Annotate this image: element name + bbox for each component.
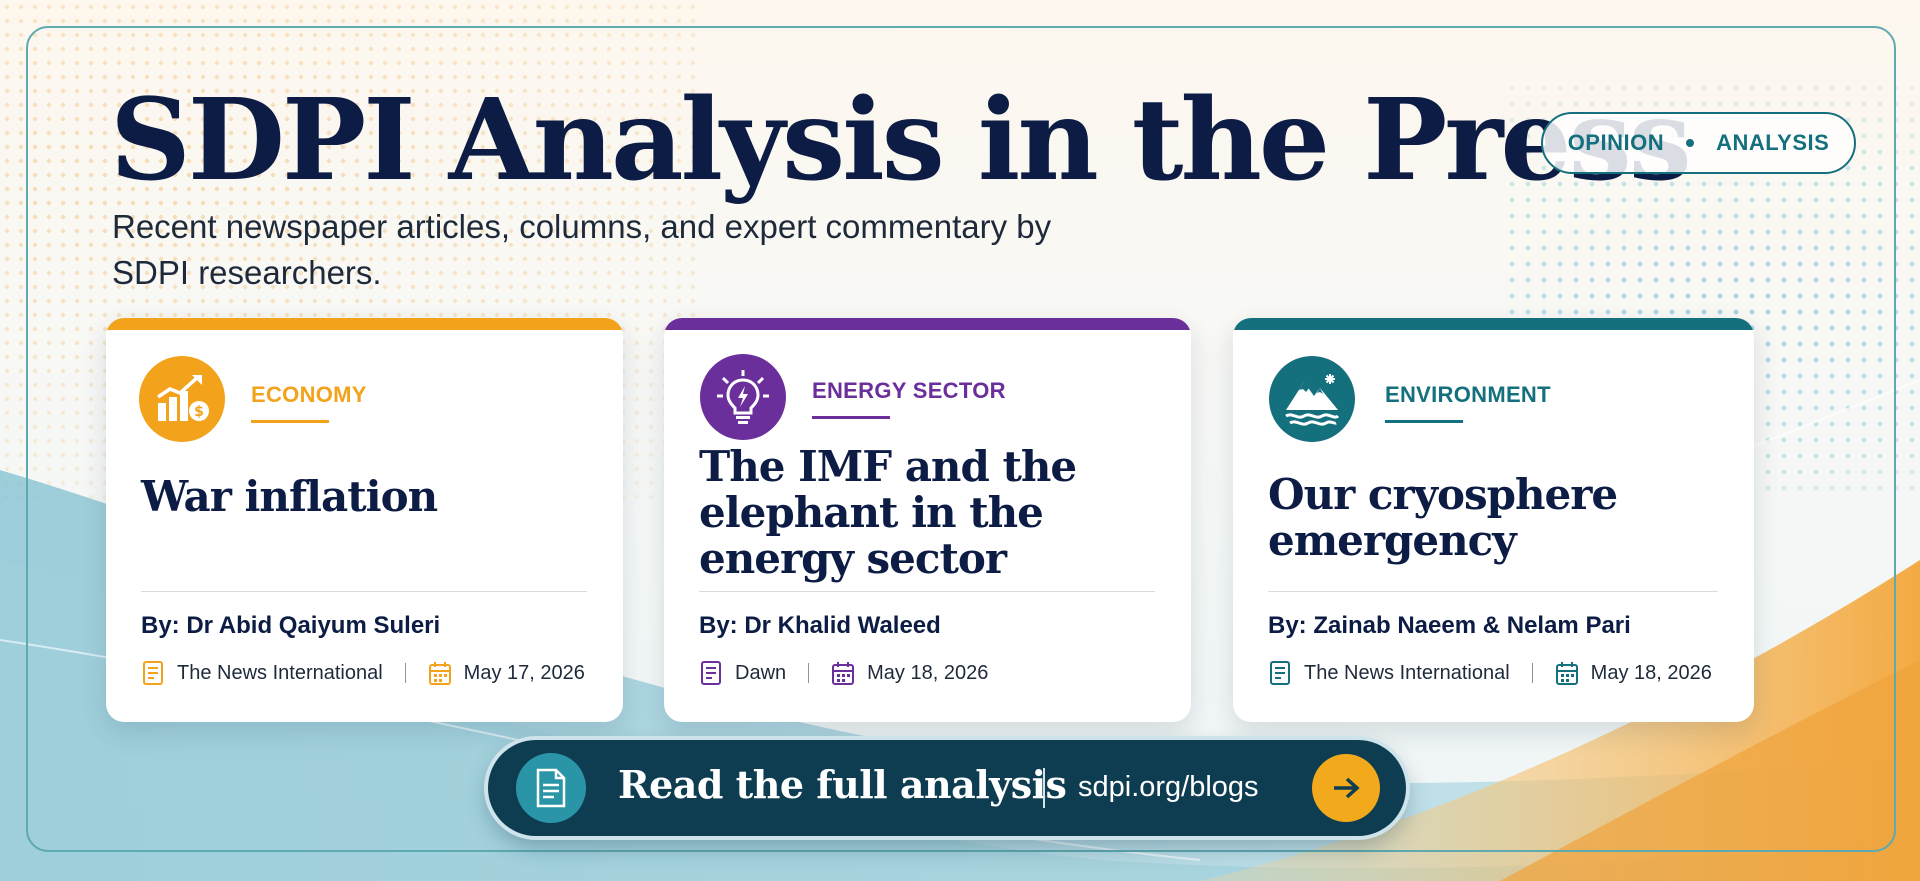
card-divider <box>141 591 587 592</box>
tag-opinion: OPINION <box>1567 130 1665 155</box>
article-card-economy[interactable]: $ ECONOMY War inflation By: Dr Abid Qaiy… <box>106 318 623 722</box>
category-tag-pill: OPINION ANALYSIS <box>1541 112 1856 174</box>
card-divider <box>699 591 1155 592</box>
page-subtitle: Recent newspaper articles, columns, and … <box>112 208 1052 291</box>
newspaper-icon <box>701 661 721 685</box>
publication-name: The News International <box>177 661 383 684</box>
page-title: SDPI Analysis in the Press <box>110 75 1692 206</box>
svg-text:$: $ <box>194 404 204 420</box>
article-card-environment[interactable]: ENVIRONMENT Our cryosphere emergency By:… <box>1233 318 1754 722</box>
lightbulb-icon <box>700 354 786 440</box>
category-underline <box>251 420 329 423</box>
card-category: ENERGY SECTOR <box>812 378 1006 403</box>
card-accent-bar <box>1233 318 1754 330</box>
article-byline: By: Zainab Naeem & Nelam Pari <box>1268 612 1631 639</box>
card-accent-bar <box>106 318 623 330</box>
meta-separator <box>1531 663 1533 683</box>
read-full-analysis-button[interactable]: Read the full analysis sdpi.org/blogs <box>488 740 1406 836</box>
mountain-icon <box>1269 356 1355 442</box>
article-card-energy[interactable]: ENERGY SECTOR The IMF and the elephant i… <box>664 318 1191 722</box>
newspaper-icon <box>143 661 163 685</box>
cta-label: Read the full analysis <box>618 762 1067 807</box>
category-underline <box>1385 420 1463 423</box>
newspaper-icon <box>1270 661 1290 685</box>
meta-separator <box>808 663 810 683</box>
publication-name: Dawn <box>735 661 787 684</box>
article-meta: The News International May 18, 2026 <box>1268 658 1734 688</box>
article-byline: By: Dr Khalid Waleed <box>699 612 941 639</box>
card-accent-bar <box>664 318 1191 330</box>
publication-date: May 18, 2026 <box>867 661 989 684</box>
article-meta: Dawn May 18, 2026 <box>699 658 1171 688</box>
document-icon <box>516 753 586 823</box>
growth-chart-icon: $ <box>139 356 225 442</box>
dot-separator <box>1686 139 1695 147</box>
article-headline[interactable]: The IMF and the elephant in the energy s… <box>699 442 1077 583</box>
article-headline[interactable]: War inflation <box>141 472 438 521</box>
publication-date: May 18, 2026 <box>1590 661 1712 684</box>
article-meta: The News International May 17, 2026 <box>141 658 603 688</box>
publication-date: May 17, 2026 <box>463 661 585 684</box>
category-underline <box>812 416 890 419</box>
calendar-icon <box>428 662 451 685</box>
calendar-icon <box>1555 662 1578 685</box>
meta-separator <box>404 663 406 683</box>
article-byline: By: Dr Abid Qaiyum Suleri <box>141 612 441 639</box>
arrow-right-icon[interactable] <box>1312 754 1380 822</box>
tag-analysis: ANALYSIS <box>1716 130 1830 155</box>
card-divider <box>1268 591 1718 592</box>
article-headline[interactable]: Our cryosphere emergency <box>1268 470 1618 565</box>
cta-url-link[interactable]: sdpi.org/blogs <box>1078 771 1259 803</box>
card-category: ENVIRONMENT <box>1385 382 1551 407</box>
card-category: ECONOMY <box>251 382 367 407</box>
calendar-icon <box>832 662 855 685</box>
publication-name: The News International <box>1304 661 1510 684</box>
cta-separator <box>1043 768 1045 808</box>
